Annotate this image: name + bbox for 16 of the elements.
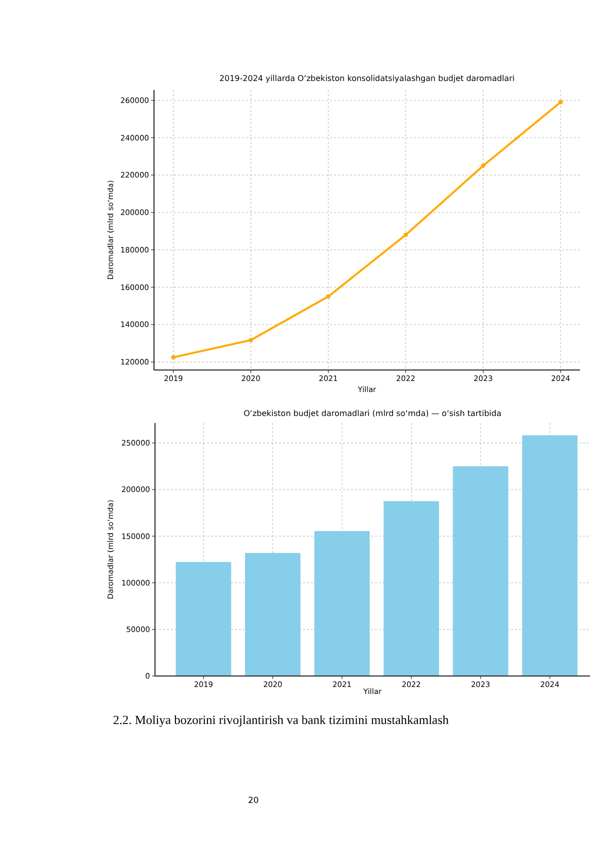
point (480, 164, 486, 168)
bar (522, 435, 578, 676)
bar (176, 562, 232, 676)
text: 2.2. Moliya bozorini rivojlantirish va bank tizimini mustahkamlash (113, 713, 450, 727)
chart-title: 2019-2024 yillarda O‘zbekiston konsolidatsiyalashgan budjet daromadlari (219, 74, 515, 83)
chart-title: O‘zbekiston budjet daromadlari (mlrd so‘mda) — o‘sish tartibida (244, 409, 502, 418)
bar (245, 552, 300, 676)
point (558, 100, 563, 104)
point (404, 232, 408, 238)
bar (384, 501, 439, 676)
text: 20 (248, 796, 259, 806)
bar (452, 466, 508, 676)
point (326, 294, 330, 299)
bar (314, 531, 370, 676)
point (171, 355, 176, 360)
point (248, 338, 254, 342)
